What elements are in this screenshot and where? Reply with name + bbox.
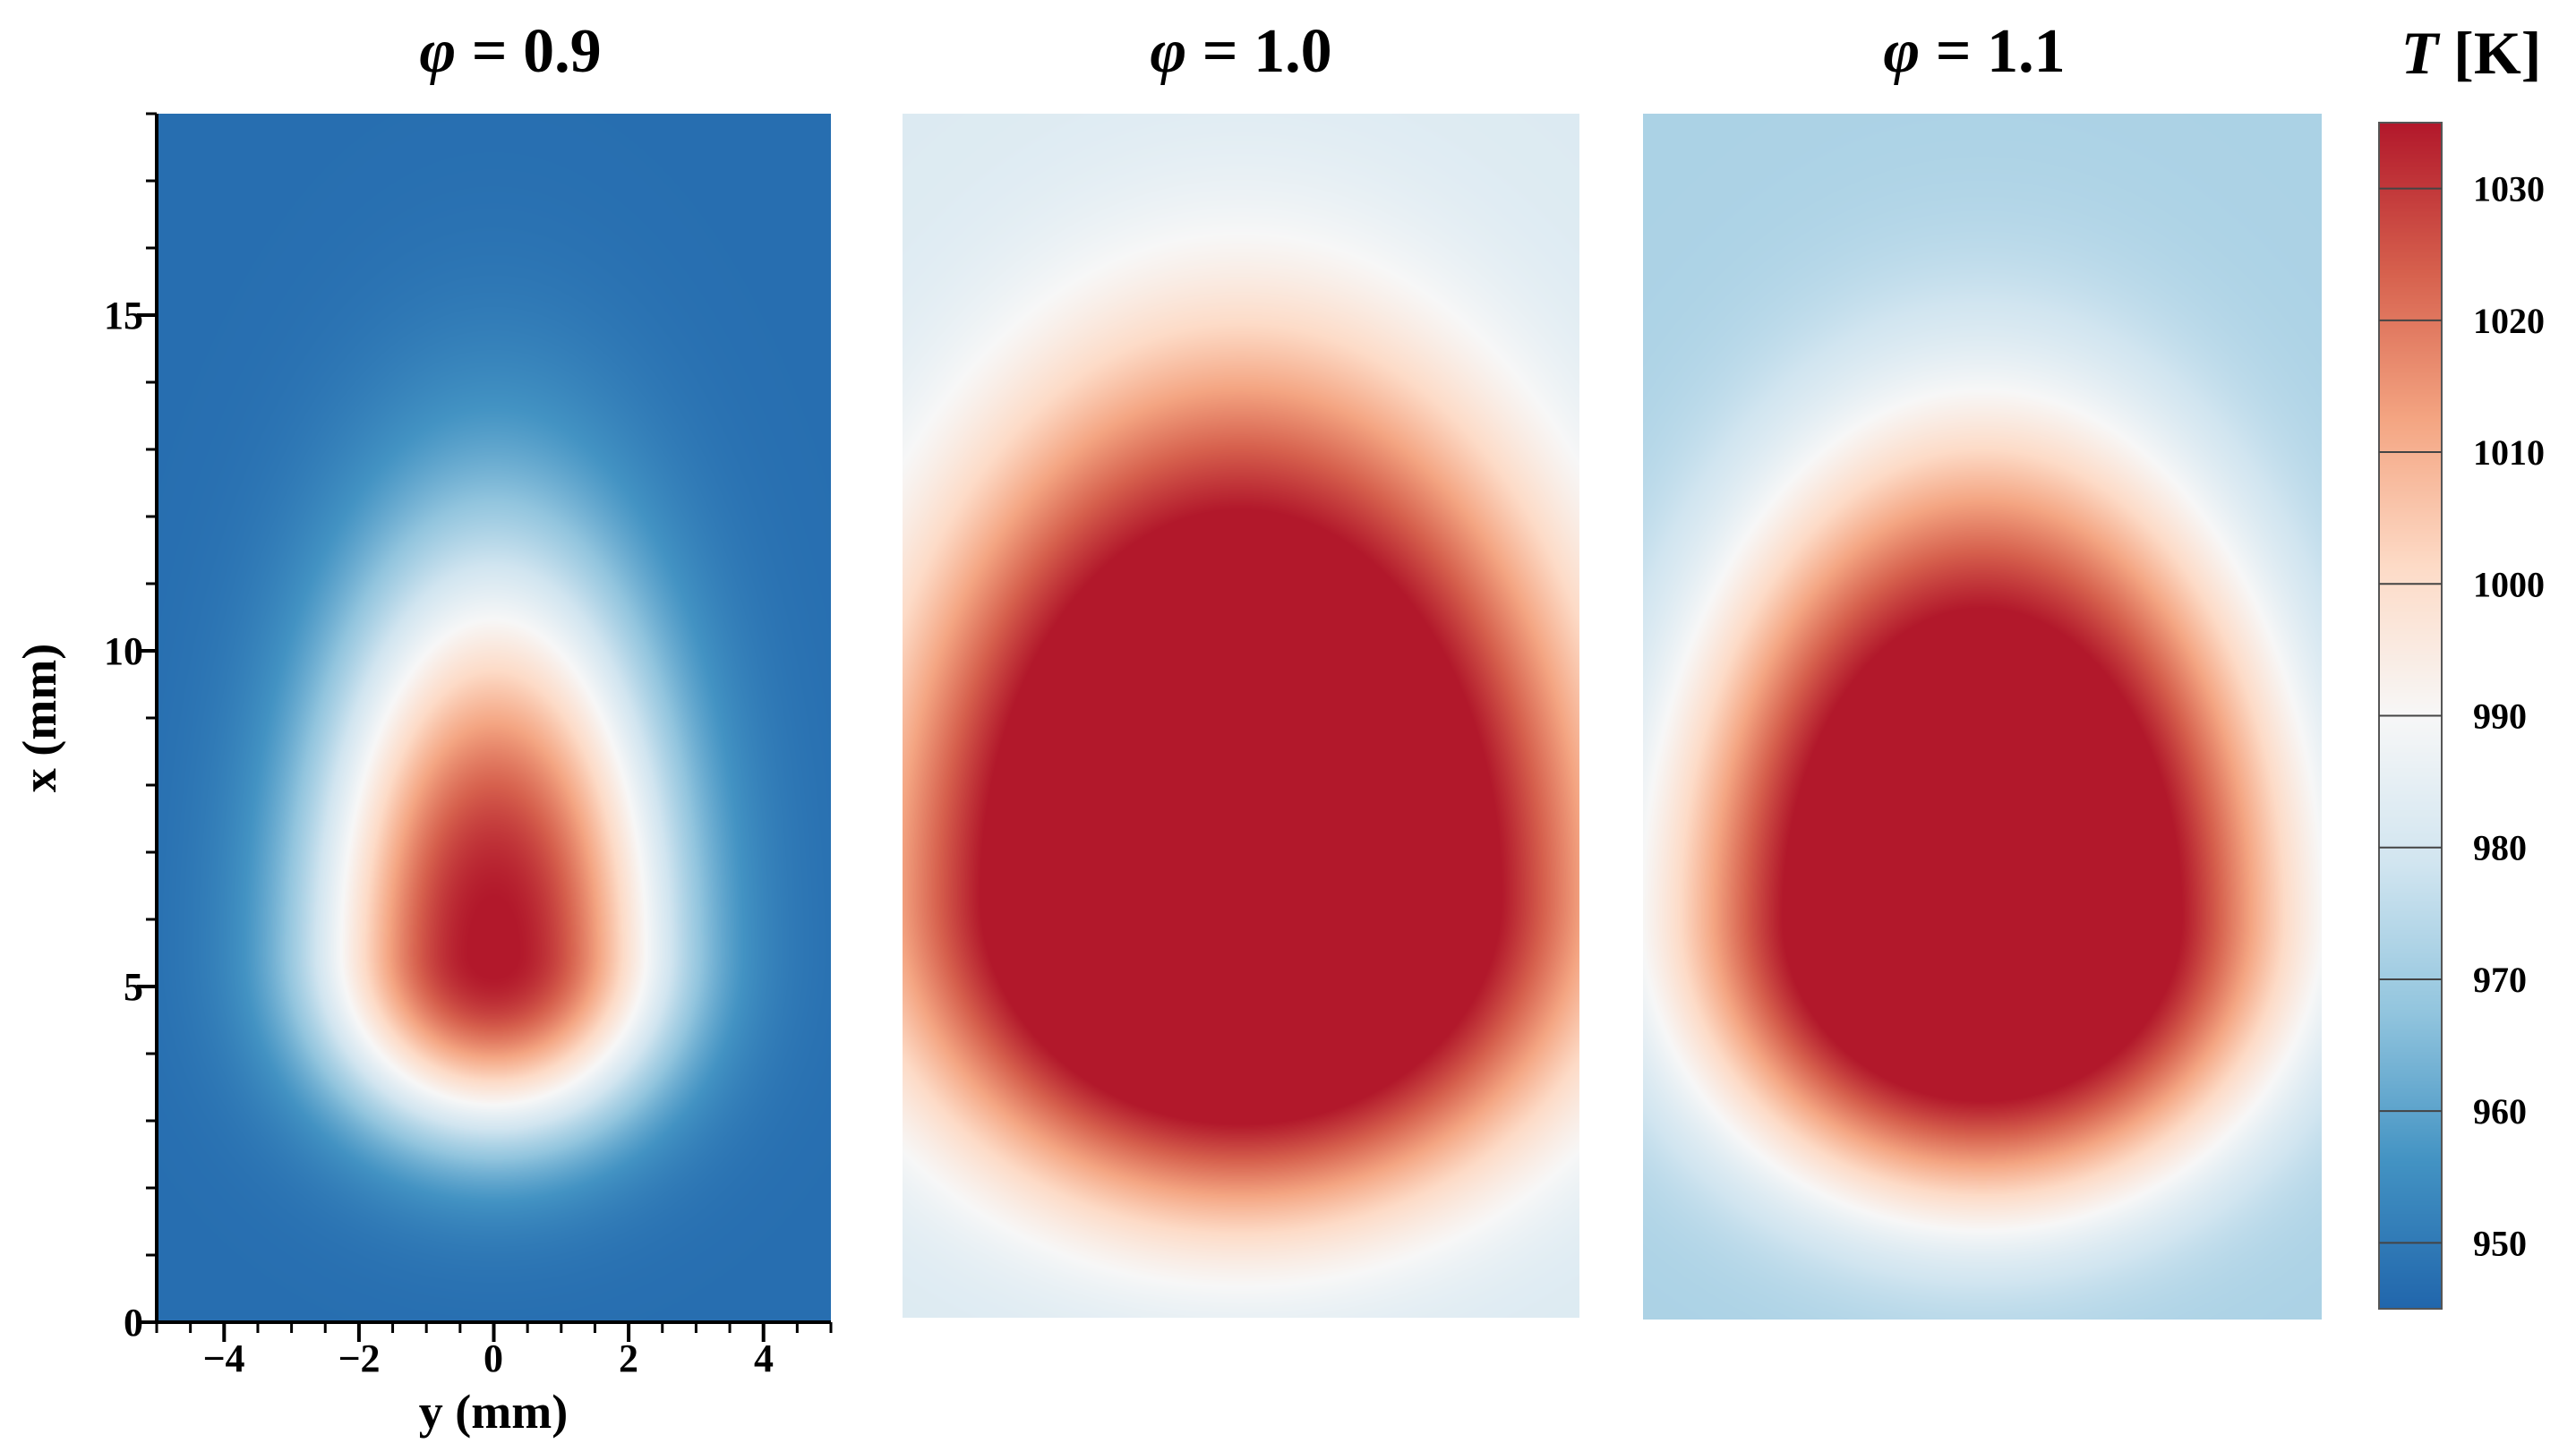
- x-axis-label: y (mm): [419, 1385, 568, 1439]
- colorbar-tick-label-1: 950: [2473, 1223, 2527, 1263]
- colorbar-tick-label-5: 990: [2473, 696, 2527, 737]
- x-tick-label-4: 2: [619, 1337, 638, 1380]
- colorbar-tick-label-7: 1010: [2473, 432, 2545, 473]
- x-tick-label-5: 4: [754, 1337, 774, 1380]
- tick-marks: [137, 112, 833, 1342]
- colorbar-tick-lines: [2379, 187, 2442, 1244]
- colorbar-tick-label-3: 970: [2473, 960, 2527, 1000]
- colorbar-tick-label-6: 1000: [2473, 564, 2545, 604]
- panel-title-3: φ = 1.1: [1883, 17, 2065, 86]
- heatmap-panel-2: [903, 114, 1579, 1318]
- panel-title-1-symbol: φ: [419, 17, 456, 86]
- x-tick-label-3: 0: [484, 1337, 503, 1380]
- panel-title-3-value: = 1.1: [1920, 17, 2065, 86]
- y-tick-label-1: 0: [124, 1301, 143, 1345]
- axes-panel-1: −4 −2 0 2 4 0 5 10 15 y (mm) x (mm): [13, 112, 833, 1439]
- panel-title-3-symbol: φ: [1883, 17, 1920, 86]
- colorbar: T [K] 950 960 970 980 990 1000 1010 1020…: [2378, 19, 2545, 1310]
- panel-title-2-symbol: φ: [1150, 17, 1186, 86]
- colorbar-title-symbol: T: [2401, 19, 2441, 87]
- x-tick-label-2: −2: [338, 1337, 380, 1380]
- colorbar-title: T [K]: [2401, 19, 2542, 87]
- heatmap-panel-3: [1643, 114, 2322, 1320]
- y-tick-label-3: 10: [104, 629, 143, 673]
- colorbar-tick-label-4: 980: [2473, 828, 2527, 868]
- colorbar-tick-label-2: 960: [2473, 1091, 2527, 1132]
- panel-title-2: φ = 1.0: [1150, 17, 1331, 86]
- panel-title-1: φ = 0.9: [419, 17, 601, 86]
- y-tick-label-2: 5: [124, 965, 143, 1009]
- y-tick-label-4: 15: [104, 294, 143, 337]
- heatmap-panel-1: [157, 114, 831, 1322]
- y-axis-label: x (mm): [13, 644, 66, 792]
- colorbar-tick-label-9: 1030: [2473, 169, 2545, 209]
- x-tick-label-1: −4: [202, 1337, 244, 1380]
- colorbar-title-unit: [K]: [2438, 19, 2541, 87]
- panel-title-1-value: = 0.9: [456, 17, 601, 86]
- panel-title-2-value: = 1.0: [1186, 17, 1331, 86]
- colorbar-tick-label-8: 1020: [2473, 301, 2545, 341]
